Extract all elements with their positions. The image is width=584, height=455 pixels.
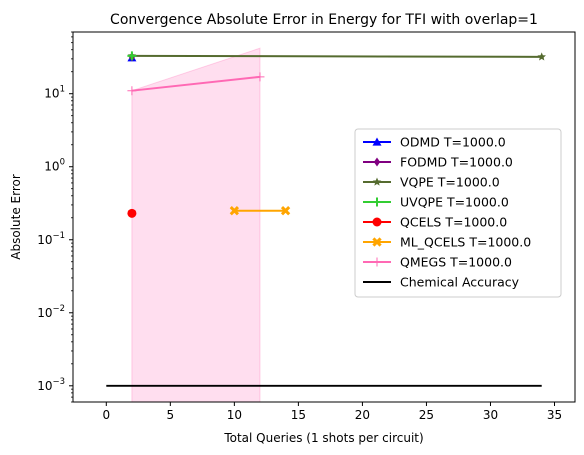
legend-label: QMEGS T=1000.0 (400, 255, 512, 270)
data-point (127, 51, 137, 61)
legend-marker (372, 177, 382, 186)
legend-item: ODMD T=1000.0 (363, 135, 506, 150)
legend-label: FODMD T=1000.0 (400, 155, 513, 170)
series-group (127, 208, 137, 218)
series-line (131, 54, 542, 58)
series-line (131, 75, 261, 92)
series-group (127, 72, 265, 96)
legend-item: VQPE T=1000.0 (363, 175, 500, 190)
legend-marker (372, 217, 382, 227)
legend-label: QCELS T=1000.0 (400, 215, 507, 230)
y-tick-label: 10−3 (37, 377, 65, 393)
x-tick-label: 0 (102, 408, 110, 422)
legend-label: ODMD T=1000.0 (400, 135, 506, 150)
x-tick-label: 30 (483, 408, 498, 422)
legend-marker (372, 197, 382, 207)
legend-item: UVQPE T=1000.0 (363, 195, 509, 210)
legend-marker (373, 157, 381, 167)
series-group (127, 51, 137, 61)
confidence-band (131, 47, 261, 403)
y-axis-label: Absolute Error (9, 174, 23, 260)
legend-item: ML_QCELS T=1000.0 (363, 235, 531, 250)
legend-marker (372, 257, 382, 267)
series-layer (106, 51, 546, 387)
chart-title: Convergence Absolute Error in Energy for… (110, 12, 538, 28)
series-group (229, 206, 291, 216)
legend-label: Chemical Accuracy (400, 275, 520, 290)
x-axis: 0 5 10 15 20 25 30 35 (102, 402, 562, 422)
x-axis-label: Total Queries (1 shots per circuit) (223, 431, 423, 445)
legend-frame (354, 128, 562, 298)
x-tick-label: 15 (291, 408, 306, 422)
confidence-band-layer (131, 47, 261, 403)
legend-label: UVQPE T=1000.0 (400, 195, 509, 210)
x-tick-label: 5 (167, 408, 175, 422)
legend-marker (372, 237, 382, 247)
x-tick-label: 20 (355, 408, 370, 422)
x-tick-label: 35 (547, 408, 562, 422)
legend-label: VQPE T=1000.0 (400, 175, 500, 190)
series-group (127, 51, 546, 61)
y-tick-label: 10−2 (37, 304, 65, 320)
data-point (537, 52, 546, 61)
y-tick-label: 101 (44, 85, 65, 101)
y-tick-label: 100 (44, 158, 65, 174)
legend-item: Chemical Accuracy (363, 275, 520, 290)
x-tick-label: 25 (419, 408, 434, 422)
y-tick-label: 10−1 (37, 231, 65, 247)
plot-frame (72, 31, 576, 403)
legend-marker (372, 137, 382, 146)
x-tick-label: 10 (227, 408, 242, 422)
data-point (280, 206, 291, 216)
legend: ODMD T=1000.0 FODMD T=1000.0 VQPE T=1000.0… (354, 128, 562, 298)
data-point (127, 208, 137, 218)
data-point (255, 72, 265, 82)
data-point (229, 206, 240, 216)
y-axis: 10−3 10−2 10−1 100 101 (37, 31, 73, 403)
legend-item: QMEGS T=1000.0 (363, 255, 512, 270)
legend-item: FODMD T=1000.0 (363, 155, 513, 170)
legend-label: ML_QCELS T=1000.0 (400, 235, 531, 250)
data-point (127, 86, 137, 96)
legend-item: QCELS T=1000.0 (363, 215, 507, 230)
